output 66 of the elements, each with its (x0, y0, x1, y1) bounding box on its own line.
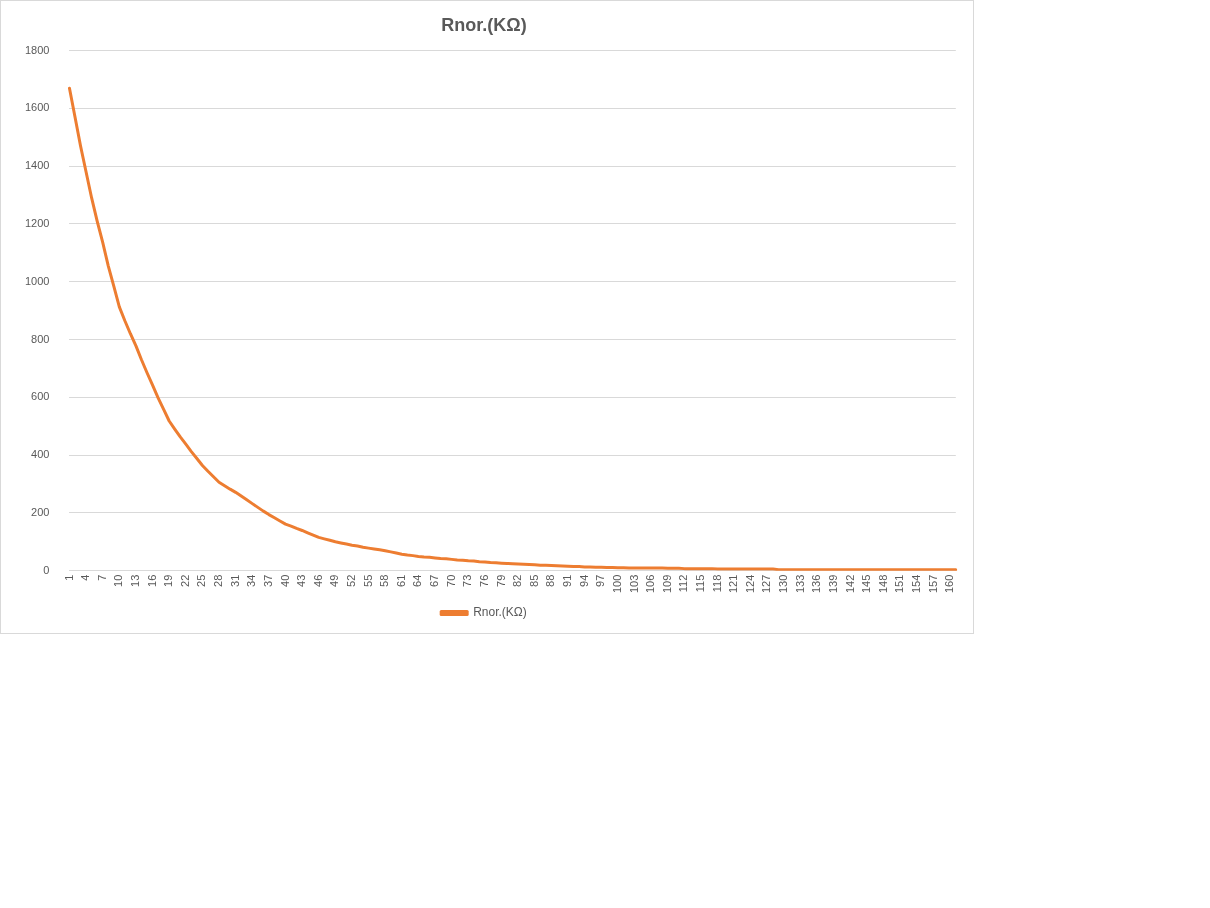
x-tick-label: 16 (145, 574, 158, 587)
x-tick-label: 13 (128, 574, 141, 587)
legend-label: Rnor.(KΩ) (473, 605, 527, 620)
x-tick-label: 40 (278, 574, 291, 587)
x-tick-label: 133 (793, 574, 806, 594)
x-tick-label: 94 (577, 574, 590, 587)
x-tick-label: 4 (79, 574, 92, 581)
x-tick-label: 43 (295, 574, 308, 587)
y-tick-label: 1800 (24, 43, 50, 56)
x-tick-label: 70 (444, 574, 457, 587)
x-tick-label: 124 (743, 574, 756, 594)
y-tick-label: 1400 (24, 159, 50, 172)
x-tick-label: 139 (826, 574, 839, 594)
x-tick-label: 22 (178, 574, 191, 587)
x-tick-label: 1 (62, 574, 75, 581)
x-tick-label: 52 (345, 574, 358, 587)
x-tick-label: 10 (112, 574, 125, 587)
x-tick-label: 61 (394, 574, 407, 587)
y-tick-label: 0 (43, 563, 50, 576)
x-tick-label: 148 (876, 574, 889, 594)
x-tick-label: 145 (860, 574, 873, 594)
x-tick-label: 37 (261, 574, 274, 587)
x-tick-label: 58 (378, 574, 391, 587)
chart-title: Rnor.(KΩ) (441, 14, 527, 35)
x-tick-label: 112 (677, 574, 690, 593)
y-tick-label: 400 (31, 448, 50, 461)
x-tick-label: 103 (627, 574, 640, 594)
x-tick-label: 25 (195, 574, 208, 587)
y-tick-label: 800 (31, 332, 50, 345)
x-tick-label: 106 (644, 574, 657, 594)
x-tick-label: 79 (494, 574, 507, 587)
x-tick-label: 31 (228, 574, 241, 587)
y-tick-label: 1600 (24, 101, 50, 114)
x-tick-label: 100 (610, 574, 623, 594)
x-tick-label: 82 (511, 574, 524, 587)
y-tick-label: 200 (31, 505, 50, 518)
x-tick-label: 64 (411, 574, 424, 587)
x-tick-label: 136 (810, 574, 823, 594)
x-tick-label: 109 (660, 574, 673, 594)
x-tick-label: 91 (561, 574, 574, 587)
x-tick-label: 46 (311, 574, 324, 587)
x-tick-label: 97 (594, 574, 607, 587)
x-tick-label: 55 (361, 574, 374, 587)
x-tick-label: 34 (245, 574, 258, 587)
x-tick-label: 118 (710, 574, 723, 593)
x-tick-label: 115 (694, 574, 707, 593)
x-tick-label: 19 (162, 574, 175, 587)
x-tick-label: 28 (212, 574, 225, 587)
x-tick-label: 49 (328, 574, 341, 587)
x-tick-label: 76 (477, 574, 490, 587)
x-tick-label: 121 (727, 574, 740, 594)
y-tick-label: 1200 (24, 216, 50, 229)
y-tick-label: 1000 (24, 274, 50, 287)
x-tick-label: 151 (893, 574, 906, 594)
x-tick-label: 67 (428, 574, 441, 587)
x-tick-label: 157 (926, 574, 939, 594)
x-tick-label: 160 (943, 574, 956, 594)
x-tick-label: 154 (910, 574, 923, 594)
x-tick-label: 7 (95, 574, 108, 581)
x-tick-label: 73 (461, 574, 474, 587)
x-tick-label: 130 (777, 574, 790, 594)
x-tick-label: 127 (760, 574, 773, 594)
y-tick-label: 600 (31, 390, 50, 403)
x-tick-label: 142 (843, 574, 856, 594)
x-tick-label: 88 (544, 574, 557, 587)
x-tick-label: 85 (527, 574, 540, 587)
